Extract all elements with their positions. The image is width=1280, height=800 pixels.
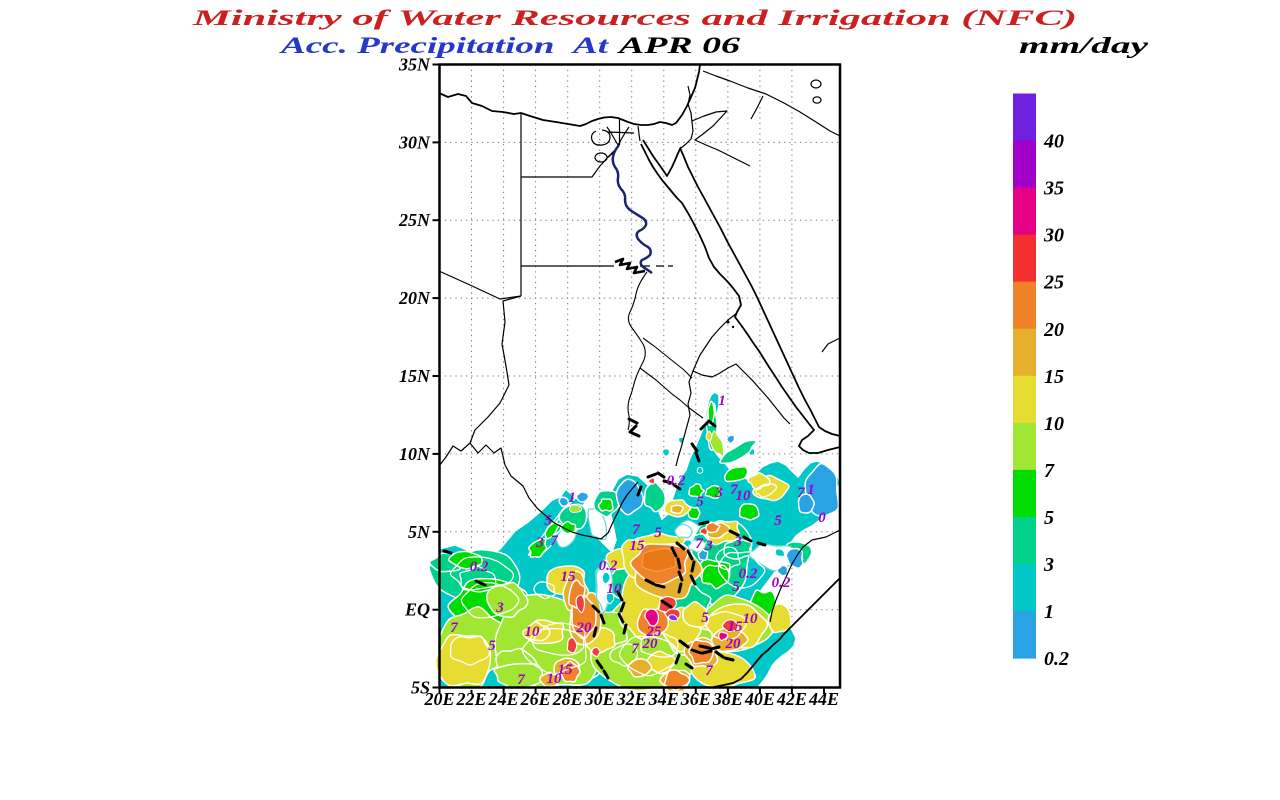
- svg-text:5: 5: [701, 610, 709, 626]
- svg-text:7: 7: [631, 641, 639, 657]
- svg-text:38E: 38E: [712, 689, 743, 709]
- svg-text:5: 5: [654, 525, 662, 541]
- svg-text:0.2: 0.2: [772, 575, 791, 591]
- svg-text:25N: 25N: [398, 210, 431, 230]
- svg-text:1: 1: [718, 393, 726, 409]
- svg-text:Acc. Precipitation At: Acc. Precipitation At: [278, 33, 609, 58]
- svg-text:20: 20: [642, 636, 659, 652]
- svg-text:3: 3: [1043, 554, 1054, 576]
- svg-text:20E: 20E: [424, 689, 455, 709]
- svg-text:40E: 40E: [744, 689, 775, 709]
- svg-text:44E: 44E: [808, 689, 839, 709]
- svg-text:15N: 15N: [399, 366, 431, 386]
- svg-text:20N: 20N: [398, 288, 431, 308]
- svg-text:3: 3: [495, 600, 504, 616]
- svg-text:25: 25: [646, 624, 663, 640]
- svg-text:5: 5: [774, 513, 782, 529]
- svg-text:3: 3: [733, 534, 742, 550]
- svg-text:1: 1: [568, 490, 576, 506]
- svg-text:15: 15: [561, 569, 577, 585]
- svg-text:APR 06: APR 06: [616, 33, 741, 58]
- svg-text:7: 7: [517, 672, 525, 688]
- svg-text:10: 10: [736, 488, 752, 504]
- svg-text:7: 7: [550, 533, 558, 549]
- svg-text:3: 3: [704, 538, 713, 554]
- svg-text:20: 20: [576, 620, 593, 636]
- svg-text:5N: 5N: [408, 522, 431, 542]
- svg-text:3: 3: [535, 535, 544, 551]
- svg-text:7: 7: [705, 663, 713, 679]
- svg-text:10: 10: [607, 581, 623, 597]
- svg-text:7: 7: [450, 620, 458, 636]
- svg-text:36E: 36E: [680, 689, 711, 709]
- svg-text:3: 3: [714, 485, 723, 501]
- svg-text:mm/day: mm/day: [1019, 33, 1149, 58]
- svg-text:15: 15: [558, 662, 574, 678]
- svg-text:5: 5: [488, 638, 496, 654]
- svg-text:5: 5: [732, 579, 740, 595]
- svg-text:32E: 32E: [616, 689, 647, 709]
- svg-text:0.2: 0.2: [1044, 648, 1069, 670]
- svg-text:Ministry of Water Resources an: Ministry of Water Resources and Irrigati…: [191, 5, 1077, 30]
- svg-text:20: 20: [725, 636, 742, 652]
- svg-text:24E: 24E: [488, 689, 519, 709]
- svg-text:7: 7: [730, 482, 738, 498]
- svg-text:EQ: EQ: [404, 600, 430, 620]
- svg-text:7: 7: [1044, 460, 1055, 482]
- svg-text:0.2: 0.2: [470, 559, 489, 575]
- svg-text:1: 1: [807, 482, 815, 498]
- svg-text:7: 7: [797, 485, 805, 501]
- svg-text:5: 5: [1044, 507, 1054, 529]
- svg-text:10: 10: [547, 671, 563, 687]
- svg-text:30N: 30N: [398, 132, 431, 152]
- svg-text:10N: 10N: [399, 444, 431, 464]
- svg-text:28E: 28E: [552, 689, 583, 709]
- svg-text:5: 5: [696, 494, 704, 510]
- svg-text:34E: 34E: [648, 689, 679, 709]
- svg-text:15: 15: [630, 538, 646, 554]
- svg-text:0.2: 0.2: [599, 558, 618, 574]
- svg-text:15: 15: [728, 619, 744, 635]
- svg-text:0: 0: [818, 510, 826, 526]
- svg-text:35: 35: [1043, 178, 1064, 200]
- svg-text:26E: 26E: [520, 689, 551, 709]
- svg-text:10: 10: [1044, 413, 1064, 435]
- svg-text:30E: 30E: [584, 689, 615, 709]
- svg-text:25: 25: [1043, 272, 1064, 294]
- svg-text:1: 1: [1044, 601, 1054, 623]
- svg-text:40: 40: [1043, 131, 1064, 153]
- svg-text:10: 10: [525, 624, 541, 640]
- svg-text:7: 7: [632, 522, 640, 538]
- svg-text:5S: 5S: [411, 678, 430, 698]
- svg-text:7: 7: [695, 536, 703, 552]
- svg-text:10: 10: [743, 611, 759, 627]
- svg-text:30: 30: [1043, 225, 1064, 247]
- svg-text:15: 15: [1044, 366, 1064, 388]
- svg-text:0.2: 0.2: [739, 566, 758, 582]
- svg-text:35N: 35N: [398, 55, 431, 75]
- svg-text:20: 20: [1043, 319, 1064, 341]
- svg-text:0.2: 0.2: [667, 473, 686, 489]
- svg-text:22E: 22E: [456, 689, 487, 709]
- svg-text:42E: 42E: [776, 689, 807, 709]
- svg-text:5: 5: [544, 513, 552, 529]
